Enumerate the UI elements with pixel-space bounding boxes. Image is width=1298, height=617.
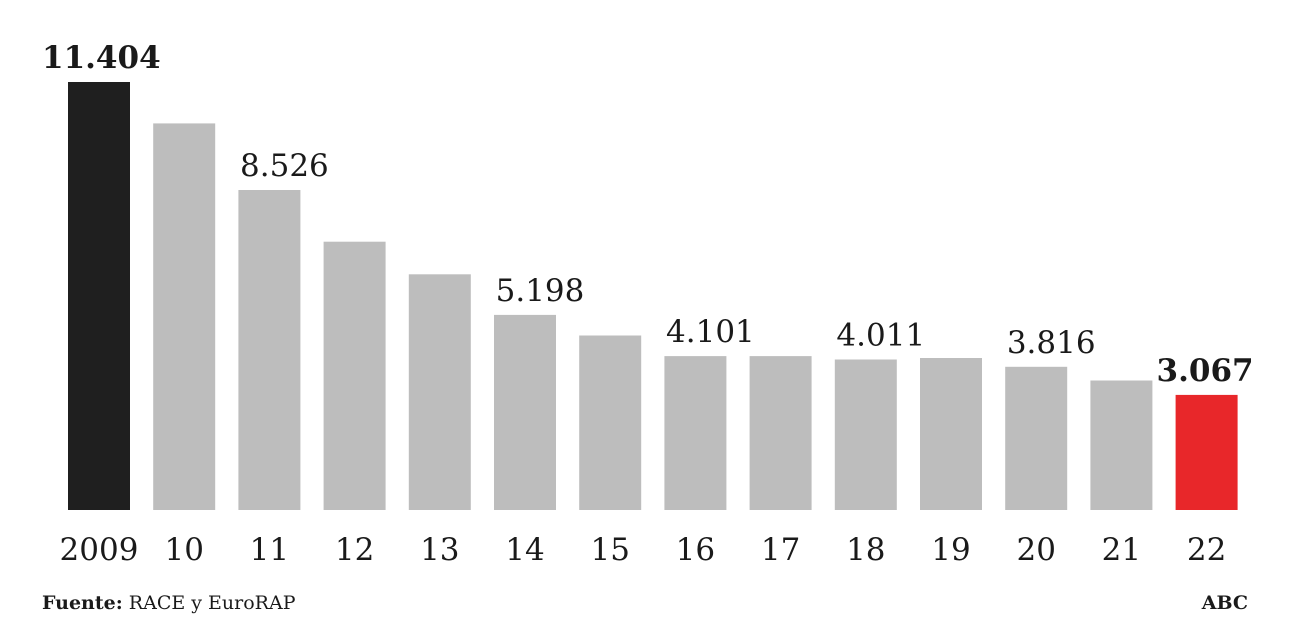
bar-16	[664, 356, 727, 510]
x-tick-label: 18	[846, 532, 885, 568]
source-label: Fuente:	[42, 592, 123, 614]
bar-12	[323, 241, 386, 510]
bar-11	[238, 190, 301, 510]
credit-label: ABC	[1201, 592, 1248, 614]
bar-17	[749, 356, 812, 510]
x-tick-label: 20	[1016, 532, 1055, 568]
bar-10	[153, 123, 216, 511]
data-label: 3.816	[1007, 325, 1096, 361]
bar-19	[920, 358, 982, 510]
source-note: Fuente: RACE y EuroRAP	[42, 592, 295, 614]
x-tick-label: 22	[1187, 532, 1226, 568]
data-label: 8.526	[240, 148, 329, 184]
x-tick-label: 19	[931, 532, 970, 568]
bar-15	[579, 335, 642, 510]
x-tick-label: 16	[676, 532, 715, 568]
bar-21	[1090, 380, 1153, 510]
x-tick-label: 13	[420, 532, 459, 568]
x-tick-label: 2009	[60, 532, 139, 568]
bar-20	[1005, 366, 1068, 510]
source-text: RACE y EuroRAP	[122, 592, 296, 614]
bar-13	[408, 274, 471, 510]
bar-22	[1175, 394, 1238, 510]
bar-14	[494, 314, 556, 510]
x-tick-label: 12	[335, 532, 374, 568]
data-label: 5.198	[496, 273, 585, 309]
data-label: 4.101	[666, 314, 755, 350]
x-tick-label: 11	[250, 532, 289, 568]
x-tick-label: 14	[505, 532, 544, 568]
data-label: 4.011	[836, 318, 925, 354]
x-tick-label: 15	[590, 532, 629, 568]
data-label: 11.404	[42, 40, 161, 76]
x-tick-label: 21	[1102, 532, 1141, 568]
data-label: 3.067	[1157, 353, 1254, 389]
bar-2009	[68, 82, 130, 510]
x-tick-label: 17	[761, 532, 800, 568]
bar-18	[834, 359, 897, 510]
x-tick-label: 10	[164, 532, 203, 568]
